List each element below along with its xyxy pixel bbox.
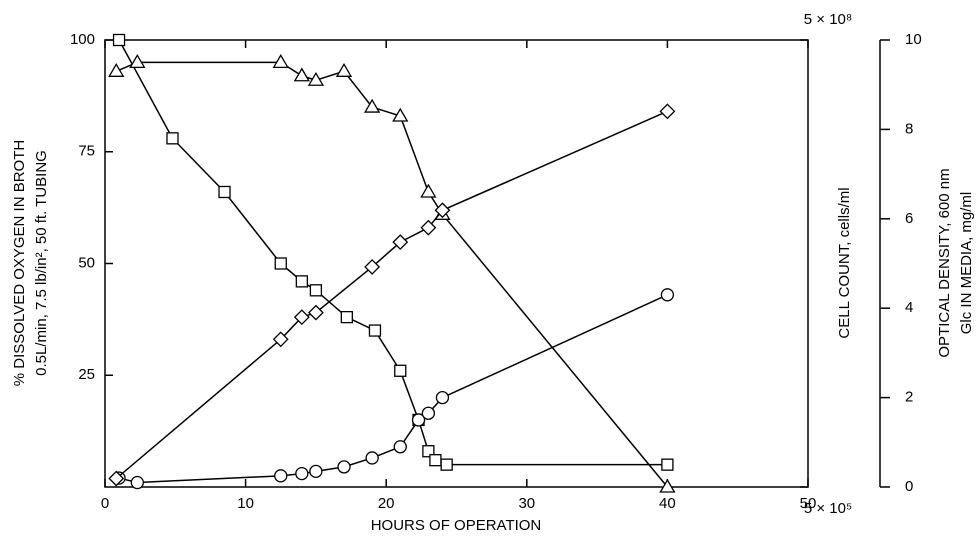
marker <box>364 258 381 275</box>
marker <box>309 464 323 479</box>
y2-tick-label: 6 <box>905 210 913 227</box>
marker <box>166 132 179 145</box>
y2-tick-label: 0 <box>905 478 913 495</box>
marker <box>218 185 231 199</box>
marker <box>293 67 310 82</box>
marker <box>108 470 125 487</box>
marker <box>411 413 426 427</box>
y2-tick-label: 8 <box>905 120 913 137</box>
marker <box>392 107 409 122</box>
marker <box>660 288 675 302</box>
series-line <box>115 61 668 488</box>
marker <box>112 33 126 47</box>
x-tick-label: 10 <box>237 495 254 512</box>
x-axis-label: HOURS OF OPERATION <box>371 517 542 534</box>
y-tick-label: 75 <box>78 143 95 160</box>
y2-tick-label: 2 <box>905 389 913 406</box>
y2-axis-label: OPTICAL DENSITY, 600 nm <box>936 168 953 357</box>
marker <box>108 62 125 77</box>
marker <box>420 183 437 198</box>
marker <box>274 257 287 270</box>
marker <box>272 331 289 348</box>
marker <box>420 219 437 236</box>
marker <box>661 458 674 471</box>
y3-tick-label: 5 × 10⁵ <box>804 500 852 517</box>
y2-tick-label: 10 <box>905 31 922 48</box>
marker <box>295 466 309 481</box>
y-tick-label: 100 <box>70 31 95 48</box>
y-tick-label: 50 <box>78 254 95 271</box>
y-tick-label: 25 <box>78 366 95 383</box>
marker <box>368 324 382 337</box>
marker <box>435 390 450 405</box>
marker <box>393 440 407 454</box>
y2-tick-label: 4 <box>905 299 913 316</box>
marker <box>309 284 323 297</box>
marker <box>422 445 435 458</box>
x-tick-label: 30 <box>518 495 535 512</box>
marker <box>340 310 353 324</box>
marker <box>364 98 381 113</box>
marker <box>659 103 676 120</box>
marker <box>365 451 379 465</box>
marker <box>429 454 442 467</box>
marker <box>335 62 353 77</box>
x-tick-label: 50 <box>800 495 817 512</box>
series-line <box>118 294 668 484</box>
marker <box>659 478 676 493</box>
marker <box>440 458 453 471</box>
y3-tick-label: 5 × 10⁸ <box>804 11 852 28</box>
marker <box>295 275 308 288</box>
marker <box>272 54 289 68</box>
x-tick-label: 0 <box>101 495 109 512</box>
x-tick-label: 20 <box>378 495 395 512</box>
marker <box>394 364 407 377</box>
marker <box>392 234 409 251</box>
y2-axis-label: Glc IN MEDIA, mg/ml <box>958 192 975 335</box>
series-line <box>118 39 668 466</box>
plot-frame <box>104 39 809 488</box>
marker <box>129 54 146 68</box>
y3-axis-label: CELL COUNT, cells/ml <box>836 187 853 338</box>
marker <box>421 406 436 420</box>
marker <box>293 309 310 326</box>
y-axis-label: 0.5L/min, 7.5 lb/in², 50 ft. TUBING <box>33 150 50 376</box>
marker <box>274 469 288 483</box>
y-axis-label: % DISSOLVED OXYGEN IN BROTH <box>11 140 28 386</box>
marker <box>307 71 325 86</box>
marker <box>307 304 324 321</box>
marker <box>434 202 451 219</box>
marker <box>337 460 351 474</box>
marker <box>130 475 144 490</box>
x-tick-label: 40 <box>659 495 676 512</box>
